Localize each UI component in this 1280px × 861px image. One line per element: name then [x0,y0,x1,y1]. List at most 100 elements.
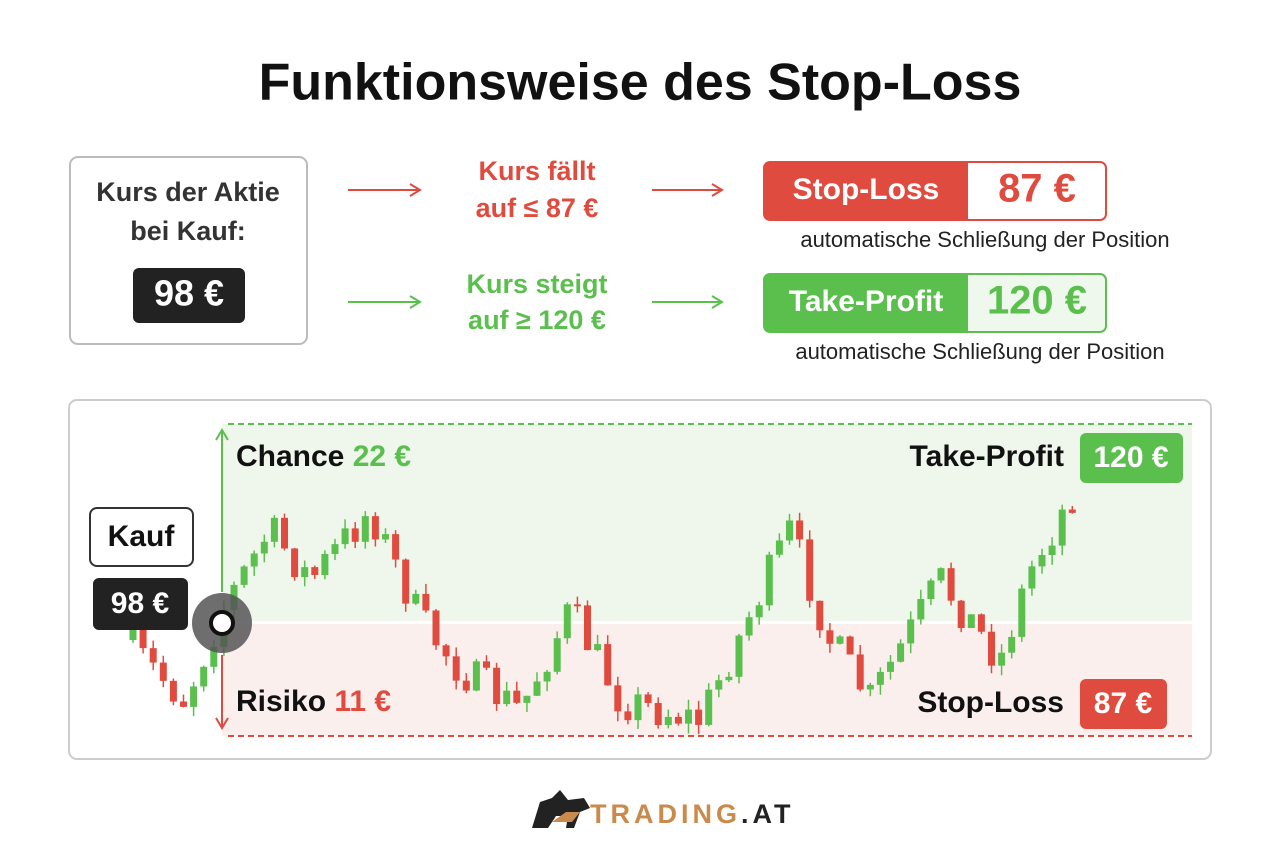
candle-part [988,631,995,666]
candle-part [260,541,268,554]
candle-part [715,680,723,690]
candle-part [442,645,450,657]
candle-part [745,617,753,636]
candle-part [129,630,137,640]
candle-part [351,528,359,542]
condition: auf ≥ 120 € [468,305,606,335]
candle-part [1008,636,1016,653]
candle-part [806,539,814,601]
candle-part [917,599,925,620]
candle-part [139,630,147,649]
candle-part [543,671,551,682]
arrow [348,183,422,197]
candle-part [674,716,682,724]
candle-part [594,644,602,651]
purchase-label: bei Kauf: [130,216,246,246]
candle-part [1038,555,1046,567]
candle-part [523,695,531,703]
candle-part [392,534,400,560]
candle-part [250,553,258,567]
candle-part [735,635,743,677]
candle-part [321,553,329,575]
candle-part [866,684,874,690]
arrow [348,295,422,309]
risk-value: 11 € [334,685,391,718]
order-badge-left [764,162,968,220]
candle-part [412,593,420,604]
stop-loss-price: 87 € [1094,687,1153,720]
brand-name: TRADING [590,799,741,829]
candles [129,504,1076,735]
candle-part [624,711,632,721]
order-badge-left [764,274,968,332]
purchase-box [69,156,308,345]
candle-part [371,516,379,540]
candle-part [1058,509,1066,546]
candle-part [907,619,915,644]
brand-suffix: .AT [741,799,795,829]
stop-loss-badge [1080,679,1167,729]
candle-part [180,701,187,707]
stop-loss-label: Stop-Loss [917,686,1064,719]
candle-part [998,652,1006,666]
candle-part [190,686,198,707]
candle-part [826,630,834,644]
title: Funktionsweise des Stop-Loss [259,54,1022,112]
candle-part [765,554,773,606]
candle-part [644,694,652,703]
candle-part [452,656,460,681]
risk-arrow [215,655,229,730]
candle-part [503,690,511,705]
note: automatische Schließung der Position [800,227,1169,252]
order-price: 87 € [998,167,1076,211]
take-profit-badge [1080,433,1183,483]
candle-part [159,662,167,681]
buy-point [209,610,235,636]
buy-price-badge [93,578,188,630]
chance-label: Chance 22 € [236,440,411,473]
buy-price: 98 € [111,587,170,620]
order-name: Stop-Loss [793,173,940,206]
candle-part [927,580,935,600]
candle-part [472,661,480,691]
risk-label: Risiko 11 € [236,685,391,718]
candle-part [654,702,662,726]
candle-part [584,605,591,651]
candle-part [664,716,672,726]
candle-part [796,520,804,540]
candle-part [493,667,501,705]
candle-part [786,520,793,541]
candle-part [402,559,410,604]
candle-part [967,614,975,629]
candle-part [240,566,248,585]
chance-value: 22 € [353,440,412,473]
candle-part [533,681,541,696]
candle-part [1028,566,1036,589]
candle-part [705,689,713,725]
condition: Kurs fällt [478,156,595,186]
candle-part [775,540,783,555]
logo: TRADING.AT [532,790,795,829]
candle-part [725,676,733,681]
take-profit-price: 120 € [1093,441,1168,474]
purchase-price: 98 € [154,273,224,314]
bull-accent [552,812,580,822]
buy-box [89,507,194,567]
candle-part [897,643,905,662]
candle-part [270,517,278,542]
candle-part [887,661,894,672]
candle-part [604,644,612,686]
candle-part [1048,545,1056,556]
candle-part [149,648,157,663]
candle-part [553,638,561,672]
arrow [652,295,724,309]
candle-part [695,709,703,725]
candle-part [281,517,288,549]
candle-part [846,636,854,655]
candle-part [331,544,339,554]
bull-icon [532,790,590,828]
candle-part [513,690,521,703]
condition: auf ≤ 87 € [476,193,599,223]
candle-part [977,614,985,632]
